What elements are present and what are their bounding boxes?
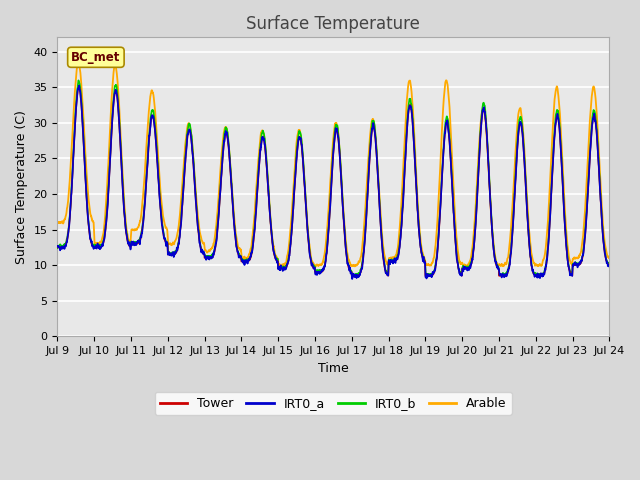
Line: Tower: Tower	[58, 87, 609, 276]
IRT0_a	[509, 223, 517, 229]
IRT0_a	[404, 121, 412, 127]
X-axis label: Time: Time	[318, 361, 349, 375]
Tower	[54, 244, 61, 250]
Tower	[228, 200, 236, 206]
Arable	[54, 219, 61, 225]
Tower	[404, 121, 412, 127]
IRT0_b	[228, 197, 236, 203]
Arable	[439, 111, 447, 117]
IRT0_b	[534, 273, 542, 279]
IRT0_a	[348, 276, 356, 282]
Arable	[509, 195, 517, 201]
IRT0_a	[228, 199, 236, 205]
Tower	[605, 262, 613, 268]
Arable	[605, 255, 613, 261]
Tower	[509, 222, 517, 228]
Tower	[439, 159, 447, 165]
IRT0_b	[509, 223, 516, 228]
Text: BC_met: BC_met	[71, 51, 120, 64]
Line: Arable: Arable	[58, 63, 609, 267]
Line: IRT0_a: IRT0_a	[58, 85, 609, 279]
IRT0_b	[439, 159, 447, 165]
IRT0_a	[439, 162, 447, 168]
Line: IRT0_b: IRT0_b	[58, 80, 609, 276]
IRT0_a	[75, 83, 83, 88]
Title: Surface Temperature: Surface Temperature	[246, 15, 420, 33]
IRT0_b	[403, 118, 411, 124]
Tower	[468, 257, 476, 263]
IRT0_a	[54, 244, 61, 250]
Arable	[228, 193, 236, 199]
IRT0_b	[75, 77, 83, 83]
IRT0_a	[605, 262, 613, 268]
IRT0_b	[54, 245, 61, 251]
Arable	[277, 264, 285, 270]
IRT0_b	[605, 260, 613, 266]
IRT0_a	[468, 256, 476, 262]
Y-axis label: Surface Temperature (C): Surface Temperature (C)	[15, 110, 28, 264]
IRT0_a	[439, 164, 447, 169]
Legend: Tower, IRT0_a, IRT0_b, Arable: Tower, IRT0_a, IRT0_b, Arable	[155, 392, 512, 415]
Arable	[468, 247, 476, 253]
Arable	[75, 60, 83, 66]
Arable	[404, 91, 412, 96]
Arable	[439, 114, 447, 120]
IRT0_b	[468, 257, 476, 263]
Tower	[439, 163, 447, 168]
Tower	[75, 84, 83, 90]
IRT0_b	[438, 162, 446, 168]
Tower	[351, 273, 358, 279]
